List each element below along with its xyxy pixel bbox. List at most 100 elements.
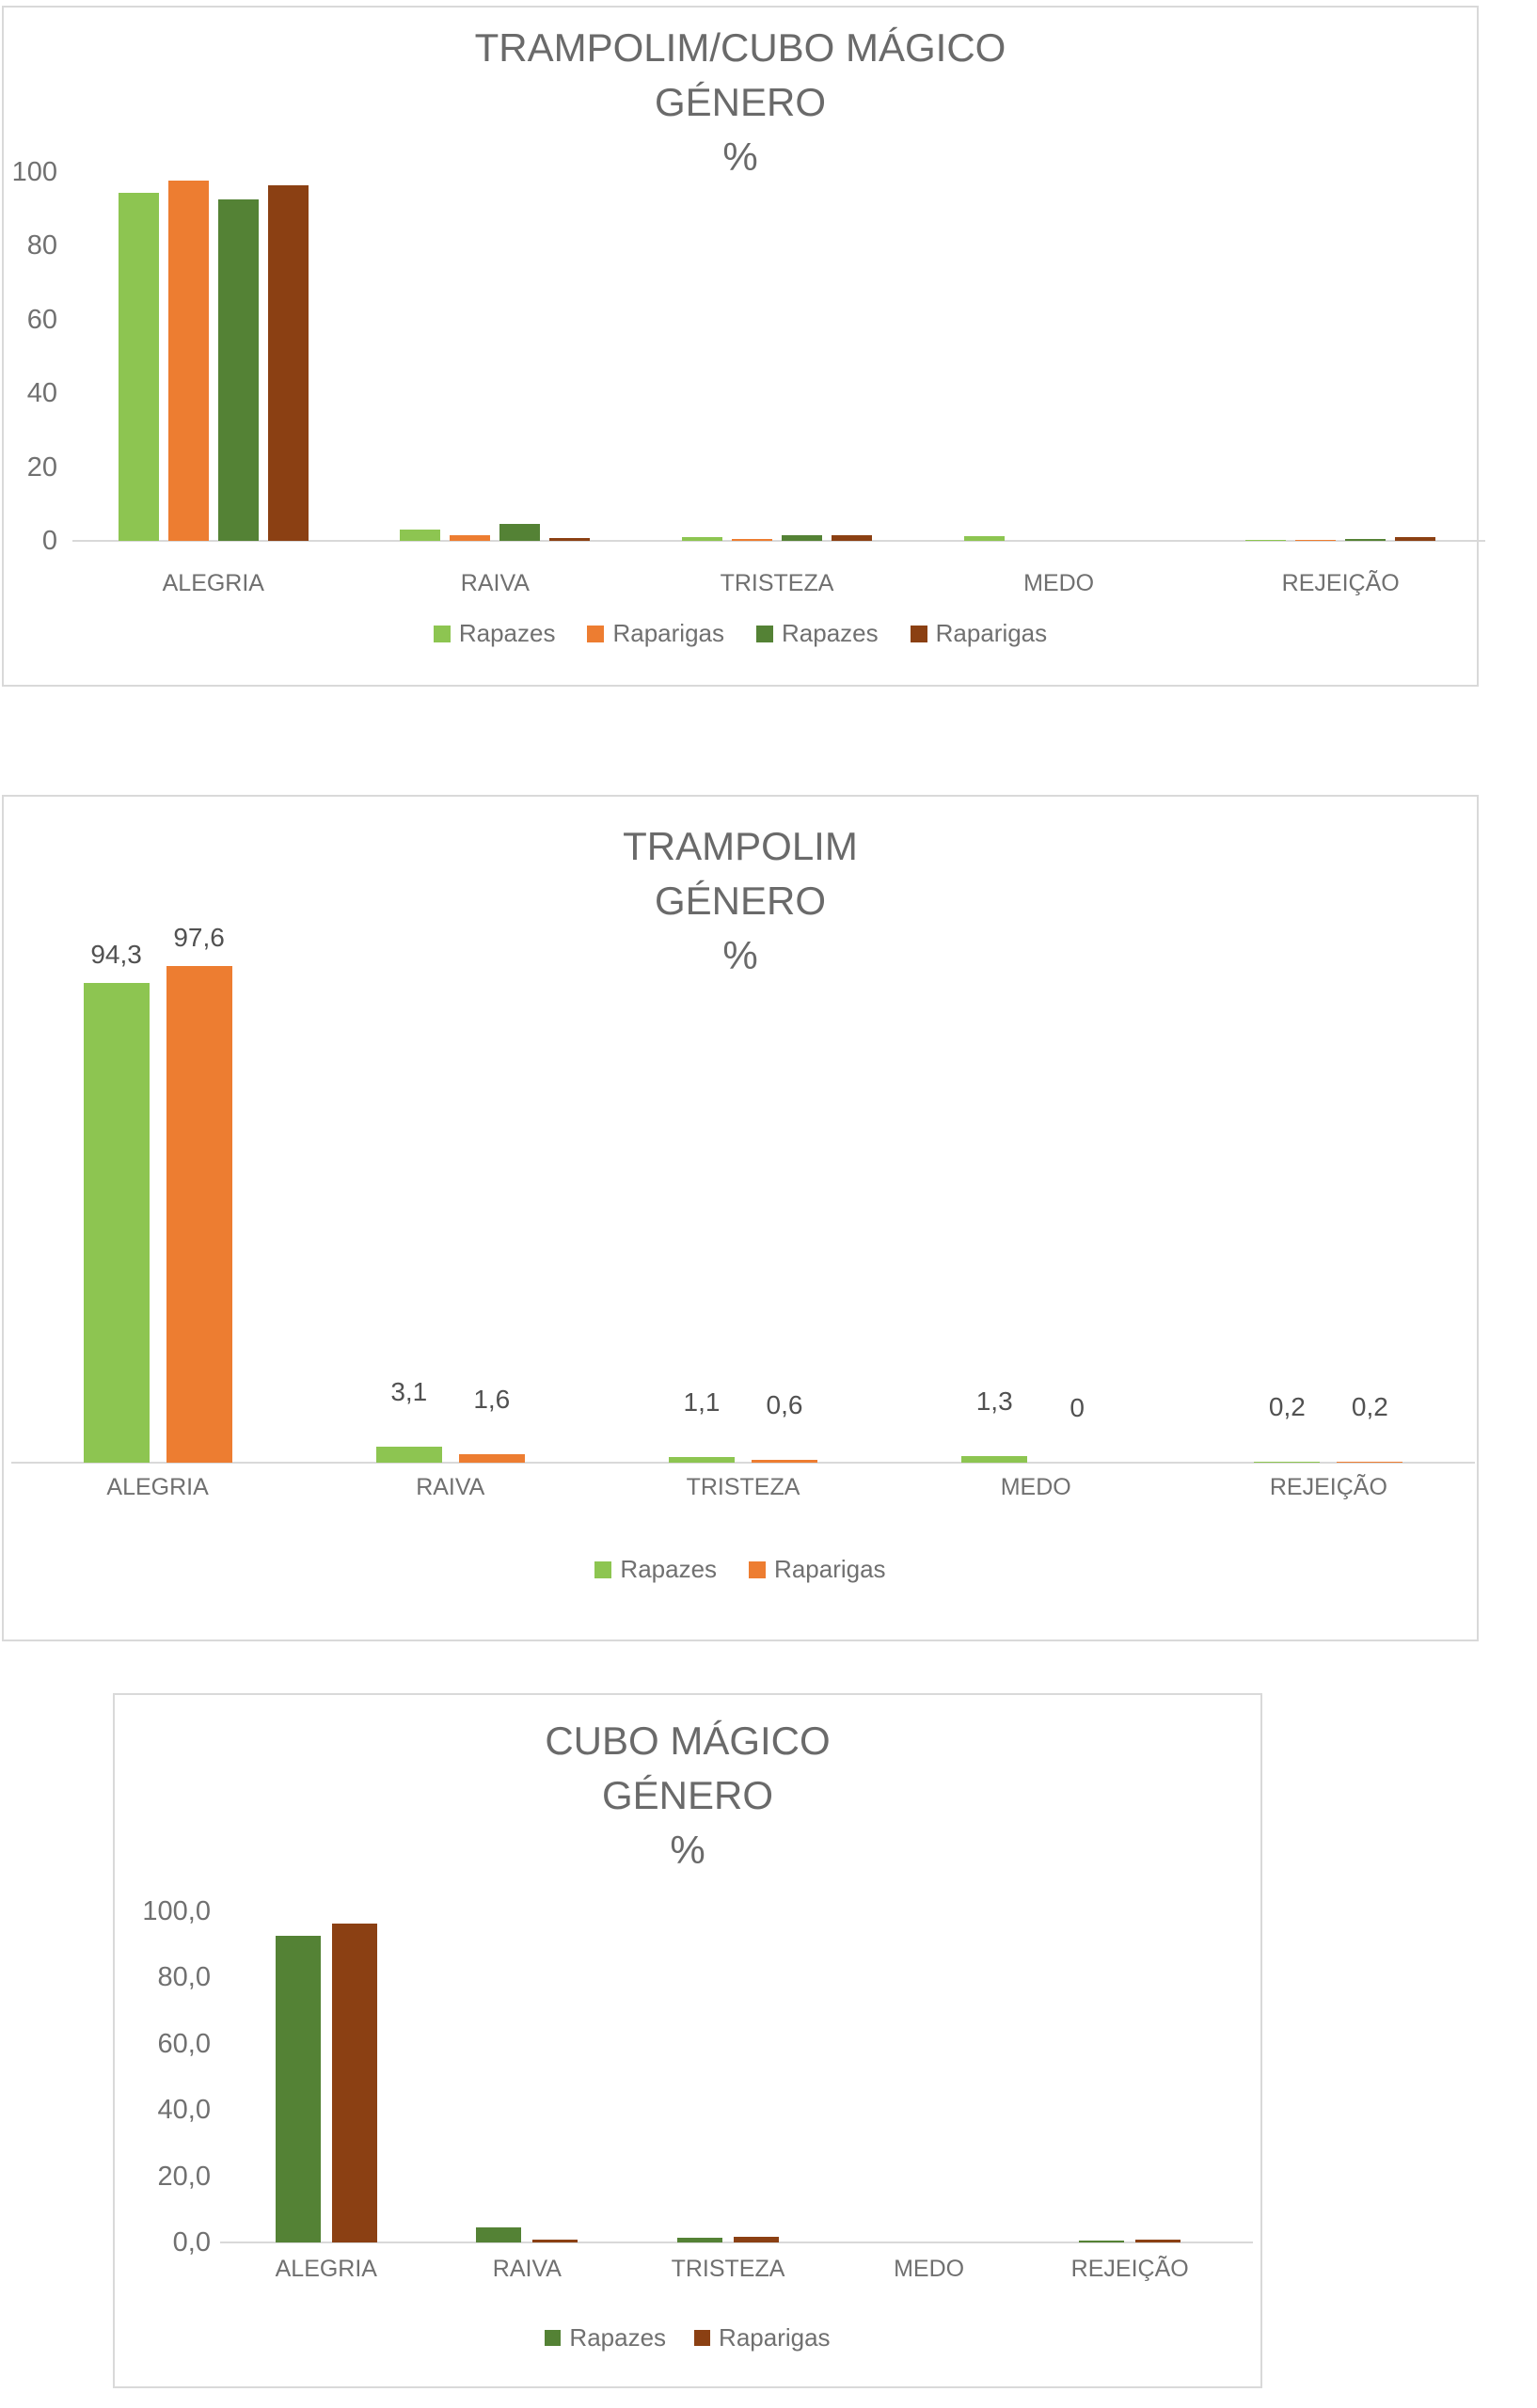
chart-legend: Rapazes Raparigas xyxy=(4,1555,1477,1584)
x-axis-line xyxy=(220,2242,1253,2243)
legend-item: Rapazes xyxy=(433,619,556,648)
chart-trampolim-cubo-magico-box: TRAMPOLIM/CUBO MÁGICO GÉNERO% 0 20 40 60 80 100… xyxy=(2,6,1485,687)
legend-swatch-orange xyxy=(587,625,605,642)
legend-swatch-dark_green xyxy=(545,2330,562,2346)
data-label-medo-1: 0 xyxy=(1070,1393,1085,1422)
legend-swatch-dark_green xyxy=(756,625,773,642)
legend-label: Rapazes xyxy=(458,619,556,647)
data-label-tristeza-1: 0,6 xyxy=(766,1390,803,1419)
bar-tristeza-brown xyxy=(734,2237,779,2242)
y-axis-tick-label: 80 xyxy=(26,230,57,261)
bar-tristeza-light_green xyxy=(669,1457,735,1463)
chart-trampolim-cubo-magico-title: TRAMPOLIM/CUBO MÁGICO GÉNERO% xyxy=(4,21,1477,184)
category-label: REJEIÇÃO xyxy=(1281,570,1400,596)
bar-tristeza-brown xyxy=(832,535,872,541)
category-label: TRISTEZA xyxy=(671,2256,785,2282)
chart-title-line: CUBO MÁGICO xyxy=(545,1719,831,1763)
bar-tristeza-orange xyxy=(752,1460,817,1463)
bar-medo-light_green xyxy=(963,536,1005,541)
category-label: MEDO xyxy=(1000,1474,1071,1500)
bar-alegria-dark_green xyxy=(217,199,259,541)
legend-label: Raparigas xyxy=(612,619,724,647)
category-label: REJEIÇÃO xyxy=(1070,2256,1189,2282)
legend-item: Raparigas xyxy=(910,619,1047,648)
category-label: REJEIÇÃO xyxy=(1269,1474,1387,1500)
legend-swatch-brown xyxy=(694,2330,711,2346)
bar-alegria-light_green xyxy=(83,983,150,1463)
bar-alegria-orange xyxy=(166,966,232,1463)
category-label: TRISTEZA xyxy=(686,1474,800,1500)
legend-item: Raparigas xyxy=(694,2323,831,2353)
y-axis-tick-label: 0 xyxy=(41,526,57,556)
chart-cubo-magico-box: CUBO MÁGICO GÉNERO% 0,0 20,0 40,0 60,0 80,0 100… xyxy=(113,1693,1262,2388)
y-axis-tick-label: 40 xyxy=(26,378,57,409)
category-label: MEDO xyxy=(894,2256,965,2282)
bar-alegria-dark_green xyxy=(275,1936,321,2242)
chart-title-line: GÉNERO xyxy=(654,879,827,923)
bar-alegria-orange xyxy=(167,181,209,541)
chart-title-line: GÉNERO xyxy=(601,1773,774,1817)
legend-swatch-brown xyxy=(910,625,927,642)
chart-trampolim-box: TRAMPOLIM GÉNERO% 94,3 97,6 ALEGRIA 3,1 1,6 RAI… xyxy=(2,795,1479,1641)
bar-rejeição-light_green xyxy=(1245,540,1287,541)
legend-label: Rapazes xyxy=(620,1555,718,1583)
bar-raiva-orange xyxy=(450,535,491,541)
y-axis-tick-label: 80,0 xyxy=(157,1962,211,1993)
chart-title-line: % xyxy=(670,1828,705,1872)
x-axis-line xyxy=(72,540,1485,542)
bar-rejeição-orange xyxy=(1295,540,1337,541)
bar-rejeição-brown xyxy=(1135,2240,1181,2242)
chart-title-line: TRAMPOLIM/CUBO MÁGICO xyxy=(474,25,1006,70)
category-label: ALEGRIA xyxy=(106,1474,209,1500)
bar-raiva-orange xyxy=(458,1454,525,1463)
chart-title-line: % xyxy=(722,933,758,977)
category-label: RAIVA xyxy=(492,2256,562,2282)
bar-rejeição-dark_green xyxy=(1345,539,1386,541)
category-label: TRISTEZA xyxy=(720,570,834,596)
y-axis-tick-label: 20,0 xyxy=(157,2161,211,2192)
chart-title-line: GÉNERO xyxy=(654,80,827,124)
data-label-medo-0: 1,3 xyxy=(975,1386,1013,1416)
legend-swatch-light_green xyxy=(594,1560,612,1578)
legend-item: Rapazes xyxy=(545,2323,666,2353)
chart-title-line: TRAMPOLIM xyxy=(623,824,858,868)
bar-raiva-light_green xyxy=(375,1447,442,1463)
category-label: ALEGRIA xyxy=(275,2256,377,2282)
legend-item: Rapazes xyxy=(594,1555,717,1584)
bar-tristeza-dark_green xyxy=(782,535,822,541)
chart-legend: Rapazes Raparigas Rapazes Raparigas xyxy=(4,619,1477,648)
bar-rejeição-orange xyxy=(1337,1462,1403,1463)
data-label-rejeição-1: 0,2 xyxy=(1351,1392,1388,1421)
category-label: MEDO xyxy=(1023,570,1095,596)
y-axis-tick-label: 0,0 xyxy=(172,2227,211,2258)
y-axis-tick-label: 60,0 xyxy=(157,2028,211,2059)
bar-raiva-light_green xyxy=(400,530,441,541)
chart-legend: Rapazes Raparigas xyxy=(115,2323,1260,2353)
data-label-raiva-0: 3,1 xyxy=(390,1377,428,1406)
legend-swatch-orange xyxy=(749,1560,767,1578)
bar-rejeição-light_green xyxy=(1254,1462,1321,1463)
legend-item: Raparigas xyxy=(587,619,724,648)
data-label-raiva-1: 1,6 xyxy=(473,1385,511,1414)
data-label-rejeição-0: 0,2 xyxy=(1268,1392,1306,1421)
y-axis-tick-label: 20 xyxy=(26,452,57,483)
legend-label: Raparigas xyxy=(719,2323,831,2352)
chart-title-line: % xyxy=(722,135,758,179)
bar-alegria-brown xyxy=(331,1924,377,2242)
category-label: RAIVA xyxy=(460,570,530,596)
x-axis-line xyxy=(11,1462,1475,1464)
bar-tristeza-orange xyxy=(732,539,772,541)
data-label-tristeza-0: 1,1 xyxy=(683,1387,721,1417)
bar-raiva-brown xyxy=(532,2240,578,2242)
data-label-alegria-1: 97,6 xyxy=(173,923,225,952)
bar-medo-light_green xyxy=(961,1456,1028,1463)
bar-raiva-dark_green xyxy=(476,2227,522,2242)
bar-alegria-light_green xyxy=(118,193,159,541)
legend-label: Rapazes xyxy=(782,619,879,647)
chart-trampolim-title: TRAMPOLIM GÉNERO% xyxy=(4,819,1477,983)
bar-rejeição-dark_green xyxy=(1079,2241,1125,2242)
category-label: ALEGRIA xyxy=(162,570,264,596)
y-axis-tick-label: 60 xyxy=(26,304,57,335)
legend-item: Rapazes xyxy=(756,619,879,648)
